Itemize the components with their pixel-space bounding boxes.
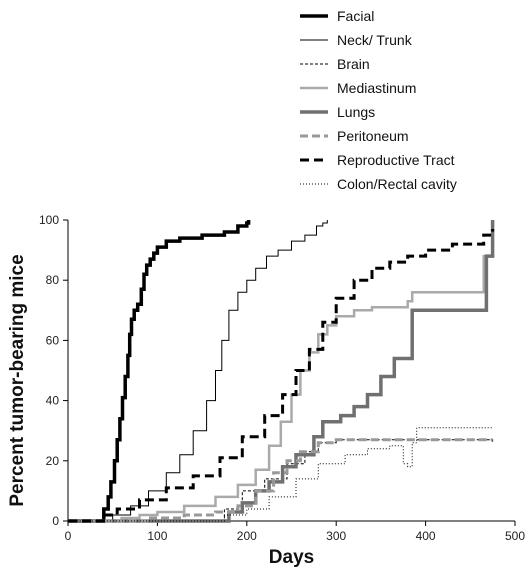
series-line-4 xyxy=(68,250,494,523)
y-tick-label: 0 xyxy=(52,514,59,528)
x-tick-label: 300 xyxy=(326,529,346,543)
x-tick-label: 100 xyxy=(147,529,167,543)
legend-label-1: Facial xyxy=(337,8,374,24)
legend-label-6: Peritoneum xyxy=(337,128,409,144)
series-line-5 xyxy=(68,220,495,523)
series-line-7 xyxy=(68,229,495,523)
legend: Facial Neck/ Trunk Brain Mediastinum Lungs Pe… xyxy=(300,8,457,192)
x-tick-label: 0 xyxy=(65,529,72,543)
legend-label-5: Lungs xyxy=(337,104,375,120)
y-tick-label: 60 xyxy=(46,333,60,347)
x-tick-label: 200 xyxy=(237,529,257,543)
x-tick-label: 400 xyxy=(416,529,436,543)
legend-label-8: Colon/Rectal cavity xyxy=(337,176,457,192)
y-tick-label: 100 xyxy=(39,213,59,227)
plot-series xyxy=(68,220,495,523)
legend-label-2: Neck/ Trunk xyxy=(337,32,413,48)
series-line-6 xyxy=(68,438,493,523)
series-line-1 xyxy=(68,220,251,523)
y-ticks: 0 20 40 60 80 100 xyxy=(39,213,68,528)
series-line-2 xyxy=(68,220,328,522)
x-axis-title: Days xyxy=(269,547,314,568)
legend-label-3: Brain xyxy=(337,56,370,72)
axes: 0 100 200 300 400 500 0 20 40 60 80 100 Days Perce… xyxy=(7,213,525,568)
x-ticks: 0 100 200 300 400 500 xyxy=(65,521,525,543)
y-tick-label: 40 xyxy=(46,394,60,408)
legend-label-4: Mediastinum xyxy=(337,80,416,96)
y-tick-label: 20 xyxy=(46,454,60,468)
y-axis-title: Percent tumor-bearing mice xyxy=(7,254,28,506)
legend-label-7: Reproductive Tract xyxy=(337,152,455,168)
x-tick-label: 500 xyxy=(505,529,525,543)
y-tick-label: 80 xyxy=(46,273,60,287)
series-line-8 xyxy=(68,427,493,522)
